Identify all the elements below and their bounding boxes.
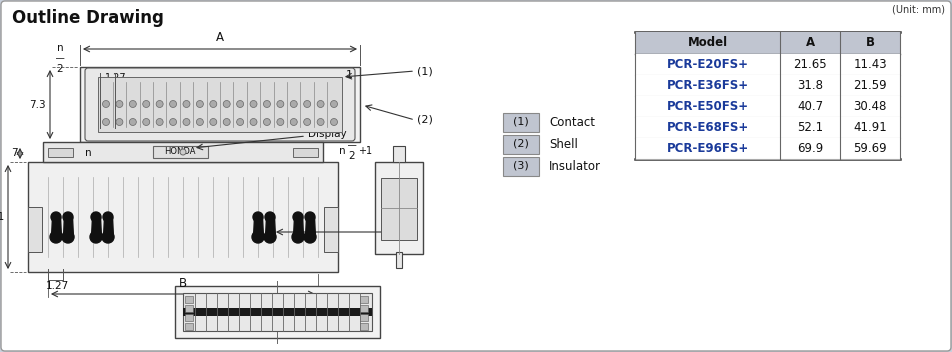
Circle shape: [317, 101, 324, 107]
Text: 2: 2: [348, 151, 355, 161]
Text: 30.48: 30.48: [853, 100, 886, 113]
Circle shape: [143, 101, 149, 107]
Circle shape: [116, 101, 123, 107]
Circle shape: [304, 119, 310, 126]
Circle shape: [103, 119, 109, 126]
Text: 15.1: 15.1: [0, 212, 5, 222]
Circle shape: [196, 101, 204, 107]
Text: 1.27: 1.27: [46, 281, 69, 291]
Text: B: B: [865, 37, 875, 50]
Circle shape: [102, 231, 114, 243]
Circle shape: [62, 231, 74, 243]
Bar: [503, 157, 539, 176]
Circle shape: [265, 212, 275, 222]
Text: n: n: [85, 148, 91, 158]
Bar: [360, 305, 368, 312]
Bar: [98, 77, 342, 132]
Text: A: A: [805, 37, 815, 50]
Bar: [183, 308, 372, 316]
Text: 1.27: 1.27: [105, 73, 127, 83]
Circle shape: [183, 119, 190, 126]
Bar: [28, 207, 42, 252]
Circle shape: [264, 119, 270, 126]
Bar: [396, 252, 402, 268]
Circle shape: [264, 101, 270, 107]
Circle shape: [237, 101, 244, 107]
Text: ―: ―: [56, 55, 64, 63]
Bar: [635, 117, 900, 138]
Text: (3): (3): [513, 161, 529, 171]
Circle shape: [223, 119, 230, 126]
Text: PCR-E68FS+: PCR-E68FS+: [666, 121, 748, 134]
Text: B: B: [179, 277, 187, 290]
Text: (2): (2): [513, 139, 529, 149]
Bar: [375, 162, 423, 254]
Bar: [183, 293, 372, 331]
Circle shape: [293, 212, 303, 222]
Circle shape: [253, 212, 263, 222]
Bar: [381, 178, 417, 240]
Circle shape: [129, 119, 136, 126]
Text: 69.9: 69.9: [797, 142, 823, 155]
Circle shape: [209, 101, 217, 107]
Text: Display: Display: [308, 129, 347, 139]
Text: 31.8: 31.8: [797, 79, 823, 92]
Text: (Unit: mm): (Unit: mm): [892, 4, 945, 14]
Circle shape: [103, 212, 113, 222]
Circle shape: [169, 119, 176, 126]
Circle shape: [277, 119, 284, 126]
Text: Insulator: Insulator: [549, 159, 601, 172]
Text: 21.65: 21.65: [793, 58, 827, 71]
Text: PCR-E20FS+: PCR-E20FS+: [666, 58, 748, 71]
Circle shape: [264, 231, 276, 243]
Circle shape: [330, 101, 338, 107]
Bar: [185, 296, 193, 303]
Bar: [360, 314, 368, 321]
Text: 7: 7: [11, 149, 18, 158]
Circle shape: [209, 119, 217, 126]
Text: 52.1: 52.1: [797, 121, 823, 134]
Circle shape: [237, 119, 244, 126]
Circle shape: [292, 231, 304, 243]
Text: n: n: [339, 146, 346, 156]
Text: 40.7: 40.7: [797, 100, 823, 113]
Circle shape: [183, 101, 190, 107]
Circle shape: [156, 119, 163, 126]
Circle shape: [156, 101, 163, 107]
Text: 1: 1: [346, 70, 353, 80]
Text: (3): (3): [395, 227, 410, 237]
Text: HONDA: HONDA: [165, 147, 196, 157]
Text: (1): (1): [513, 117, 529, 127]
Circle shape: [304, 101, 310, 107]
Bar: [43, 142, 323, 162]
Bar: [503, 113, 539, 132]
Circle shape: [196, 119, 204, 126]
Text: PCR-E36FS+: PCR-E36FS+: [666, 79, 748, 92]
Circle shape: [304, 231, 316, 243]
Circle shape: [51, 212, 61, 222]
Circle shape: [252, 231, 264, 243]
Text: n: n: [57, 43, 64, 53]
Bar: [175, 286, 380, 338]
Bar: [185, 305, 193, 312]
FancyBboxPatch shape: [85, 68, 355, 141]
Circle shape: [129, 101, 136, 107]
Bar: [80, 67, 360, 142]
Bar: [393, 146, 405, 162]
Bar: [635, 32, 900, 54]
Bar: [185, 314, 193, 321]
Circle shape: [250, 119, 257, 126]
Bar: [360, 296, 368, 303]
Bar: [635, 138, 900, 159]
Text: 21.59: 21.59: [853, 79, 887, 92]
Circle shape: [305, 212, 315, 222]
Text: 59.69: 59.69: [853, 142, 887, 155]
Circle shape: [250, 101, 257, 107]
Text: Outline Drawing: Outline Drawing: [12, 9, 164, 27]
Text: A: A: [216, 31, 224, 44]
Text: ―: ―: [348, 142, 356, 151]
Text: 2: 2: [57, 64, 64, 74]
Text: PCR-E50FS+: PCR-E50FS+: [666, 100, 748, 113]
Circle shape: [103, 101, 109, 107]
